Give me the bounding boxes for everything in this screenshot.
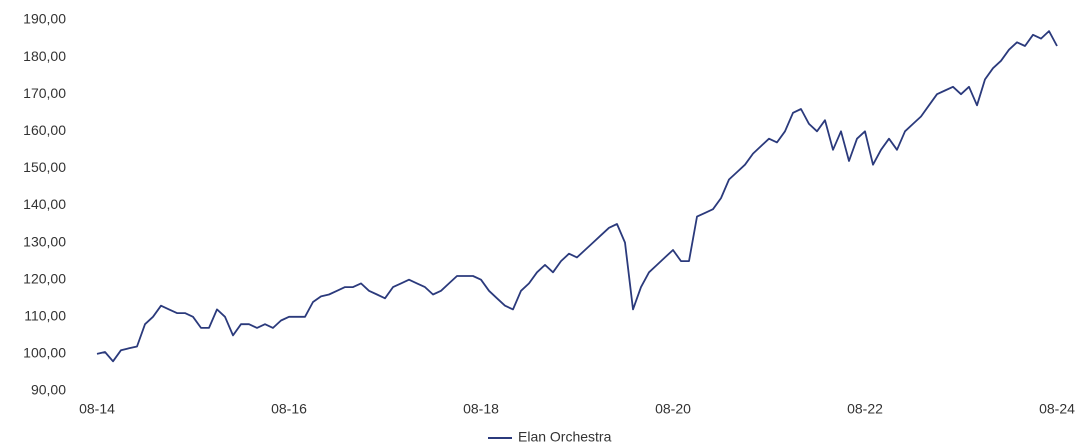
x-tick-label: 08-14 xyxy=(79,401,115,417)
x-tick-label: 08-22 xyxy=(847,401,883,417)
y-tick-label: 170,00 xyxy=(23,85,66,101)
y-tick-label: 110,00 xyxy=(24,308,66,324)
series-line xyxy=(96,30,1058,363)
y-tick-label: 190,00 xyxy=(23,11,66,27)
x-tick-label: 08-16 xyxy=(271,401,307,417)
x-tick-label: 08-24 xyxy=(1039,401,1075,417)
y-tick-label: 130,00 xyxy=(23,233,66,249)
legend-label: Elan Orchestra xyxy=(518,429,612,445)
y-tick-label: 150,00 xyxy=(23,159,66,175)
x-tick-label: 08-20 xyxy=(655,401,691,417)
x-tick-label: 08-18 xyxy=(463,401,499,417)
y-tick-label: 160,00 xyxy=(23,122,66,138)
y-tick-label: 140,00 xyxy=(23,196,66,212)
y-tick-label: 120,00 xyxy=(23,270,66,286)
y-tick-label: 100,00 xyxy=(23,345,66,361)
y-tick-label: 90,00 xyxy=(31,382,66,398)
y-tick-label: 180,00 xyxy=(23,48,66,64)
